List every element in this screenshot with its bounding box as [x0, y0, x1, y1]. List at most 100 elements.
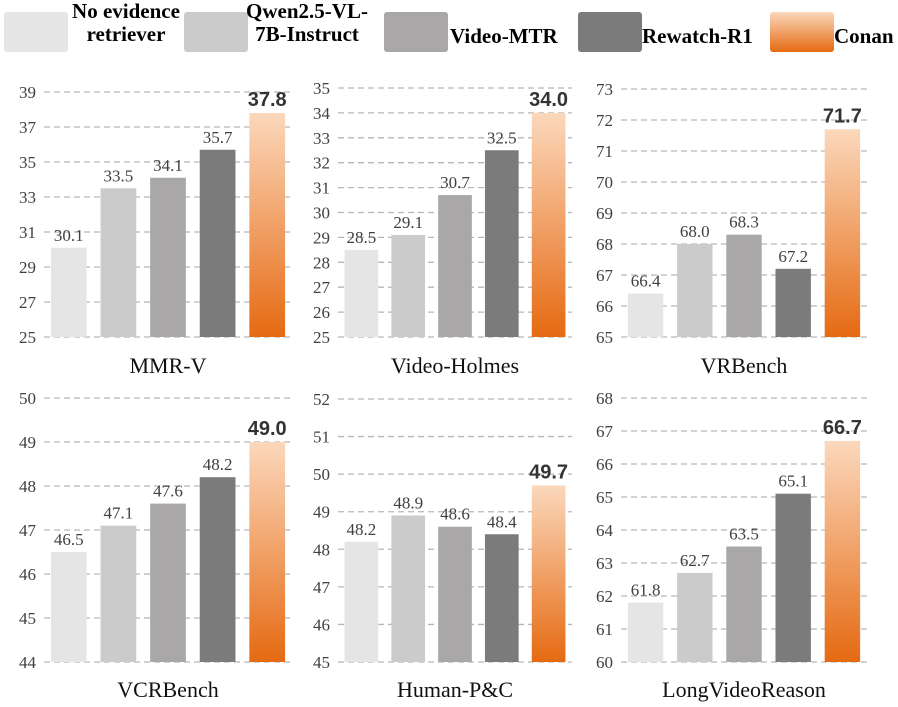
chart-panel: 60 61 62 63 64 65 66 67 68 61.8 62.7 63.5 65.1 66.7 Lo…: [596, 389, 867, 702]
y-tick-label: 29: [313, 228, 330, 247]
bar: [50, 247, 87, 337]
chart-panel: 25 26 27 28 29 30 31 32 33 34 35 28.5 29.1 30.7 32.5 34…: [313, 79, 572, 378]
bar: [438, 195, 472, 337]
y-tick-label: 60: [596, 653, 613, 672]
y-tick-label: 72: [596, 111, 613, 130]
data-label: 34.1: [153, 156, 183, 175]
y-tick-label: 67: [596, 422, 614, 441]
data-label: 34.0: [529, 89, 568, 111]
data-label: 48.2: [347, 520, 377, 539]
legend-label-line: Qwen2.5-VL-: [246, 0, 368, 23]
legend-item-qwen: Qwen2.5-VL- 7B-Instruct: [184, 0, 374, 60]
y-tick-label: 32: [313, 154, 330, 173]
y-tick-label: 44: [19, 653, 37, 672]
data-label: 66.7: [823, 417, 862, 439]
legend-label: Qwen2.5-VL- 7B-Instruct: [242, 0, 372, 46]
bar: [484, 534, 519, 662]
y-tick-label: 67: [596, 266, 614, 285]
bar-conan: [824, 440, 861, 662]
y-tick-label: 45: [19, 609, 36, 628]
y-tick-label: 64: [596, 521, 614, 540]
y-tick-label: 28: [313, 253, 330, 272]
y-tick-label: 66: [596, 455, 613, 474]
bar: [677, 572, 713, 662]
y-tick-label: 27: [313, 278, 331, 297]
y-tick-label: 70: [596, 173, 613, 192]
bar: [50, 552, 87, 662]
y-tick-label: 62: [596, 587, 613, 606]
y-tick-label: 48: [19, 477, 36, 496]
y-tick-label: 29: [19, 258, 36, 277]
legend-label-line: retriever: [86, 22, 166, 46]
bar: [100, 525, 137, 662]
legend-swatch: [578, 12, 642, 52]
chart-panel: 65 66 67 68 69 70 71 72 73 66.4 68.0 68.3 67.2 71.7 VR…: [596, 80, 867, 378]
bar: [726, 234, 762, 337]
y-tick-label: 39: [19, 83, 36, 102]
bar-conan: [531, 112, 566, 338]
y-tick-label: 26: [313, 303, 330, 322]
legend-swatch: [384, 12, 448, 52]
bar-conan: [249, 113, 286, 337]
bar: [775, 493, 811, 662]
chart-title: LongVideoReason: [662, 677, 826, 702]
bar: [726, 546, 762, 662]
data-label: 48.4: [487, 512, 517, 531]
y-tick-label: 51: [313, 428, 330, 447]
legend-swatch: [184, 12, 248, 52]
data-label: 63.5: [729, 525, 759, 544]
y-tick-label: 73: [596, 80, 613, 99]
y-tick-label: 25: [313, 328, 330, 347]
y-tick-label: 61: [596, 620, 613, 639]
y-tick-label: 25: [19, 328, 36, 347]
data-label: 47.1: [104, 504, 134, 523]
y-tick-label: 33: [19, 188, 36, 207]
data-label: 48.6: [440, 505, 470, 524]
bar: [199, 477, 236, 662]
data-label: 49.7: [529, 461, 568, 483]
y-tick-label: 30: [313, 204, 330, 223]
data-label: 29.1: [393, 213, 423, 232]
data-label: 68.0: [680, 222, 710, 241]
y-tick-label: 45: [313, 653, 330, 672]
legend: No evidence retriever Qwen2.5-VL- 7B-Ins…: [0, 0, 898, 60]
y-tick-label: 71: [596, 142, 613, 161]
data-label: 32.5: [487, 128, 517, 147]
chart-panel: 45 46 47 48 49 50 51 52 48.2 48.9 48.6 48.4 49.7 Huma…: [313, 390, 572, 702]
y-tick-label: 35: [19, 153, 36, 172]
bar: [344, 249, 379, 337]
y-tick-label: 31: [313, 179, 330, 198]
y-tick-label: 46: [19, 565, 36, 584]
bar-conan: [824, 129, 861, 337]
y-tick-label: 47: [19, 521, 37, 540]
y-tick-label: 35: [313, 79, 330, 98]
data-label: 61.8: [631, 581, 661, 600]
legend-label: Rewatch-R1: [642, 25, 753, 48]
legend-label: No evidence retriever: [66, 0, 186, 46]
y-tick-label: 50: [313, 465, 330, 484]
y-tick-label: 69: [596, 204, 613, 223]
y-tick-label: 48: [313, 540, 330, 559]
bar: [344, 541, 379, 662]
chart-title: MMR-V: [129, 353, 206, 378]
data-label: 48.9: [393, 493, 423, 512]
bar: [775, 268, 811, 337]
bar: [627, 293, 664, 337]
bar: [484, 150, 519, 337]
bar: [391, 515, 426, 662]
data-label: 71.7: [823, 105, 862, 127]
y-tick-label: 68: [596, 235, 613, 254]
data-label: 62.7: [680, 551, 710, 570]
data-label: 30.1: [54, 226, 84, 245]
legend-label-line: 7B-Instruct: [255, 22, 359, 46]
legend-label-line: No evidence: [72, 0, 180, 23]
data-label: 68.3: [729, 213, 759, 232]
y-tick-label: 65: [596, 488, 613, 507]
y-tick-label: 46: [313, 615, 330, 634]
bar: [199, 149, 236, 337]
chart-title: Video-Holmes: [391, 353, 519, 378]
y-tick-label: 37: [19, 118, 37, 137]
legend-item-rewatch: Rewatch-R1: [578, 0, 768, 60]
y-tick-label: 49: [19, 433, 36, 452]
